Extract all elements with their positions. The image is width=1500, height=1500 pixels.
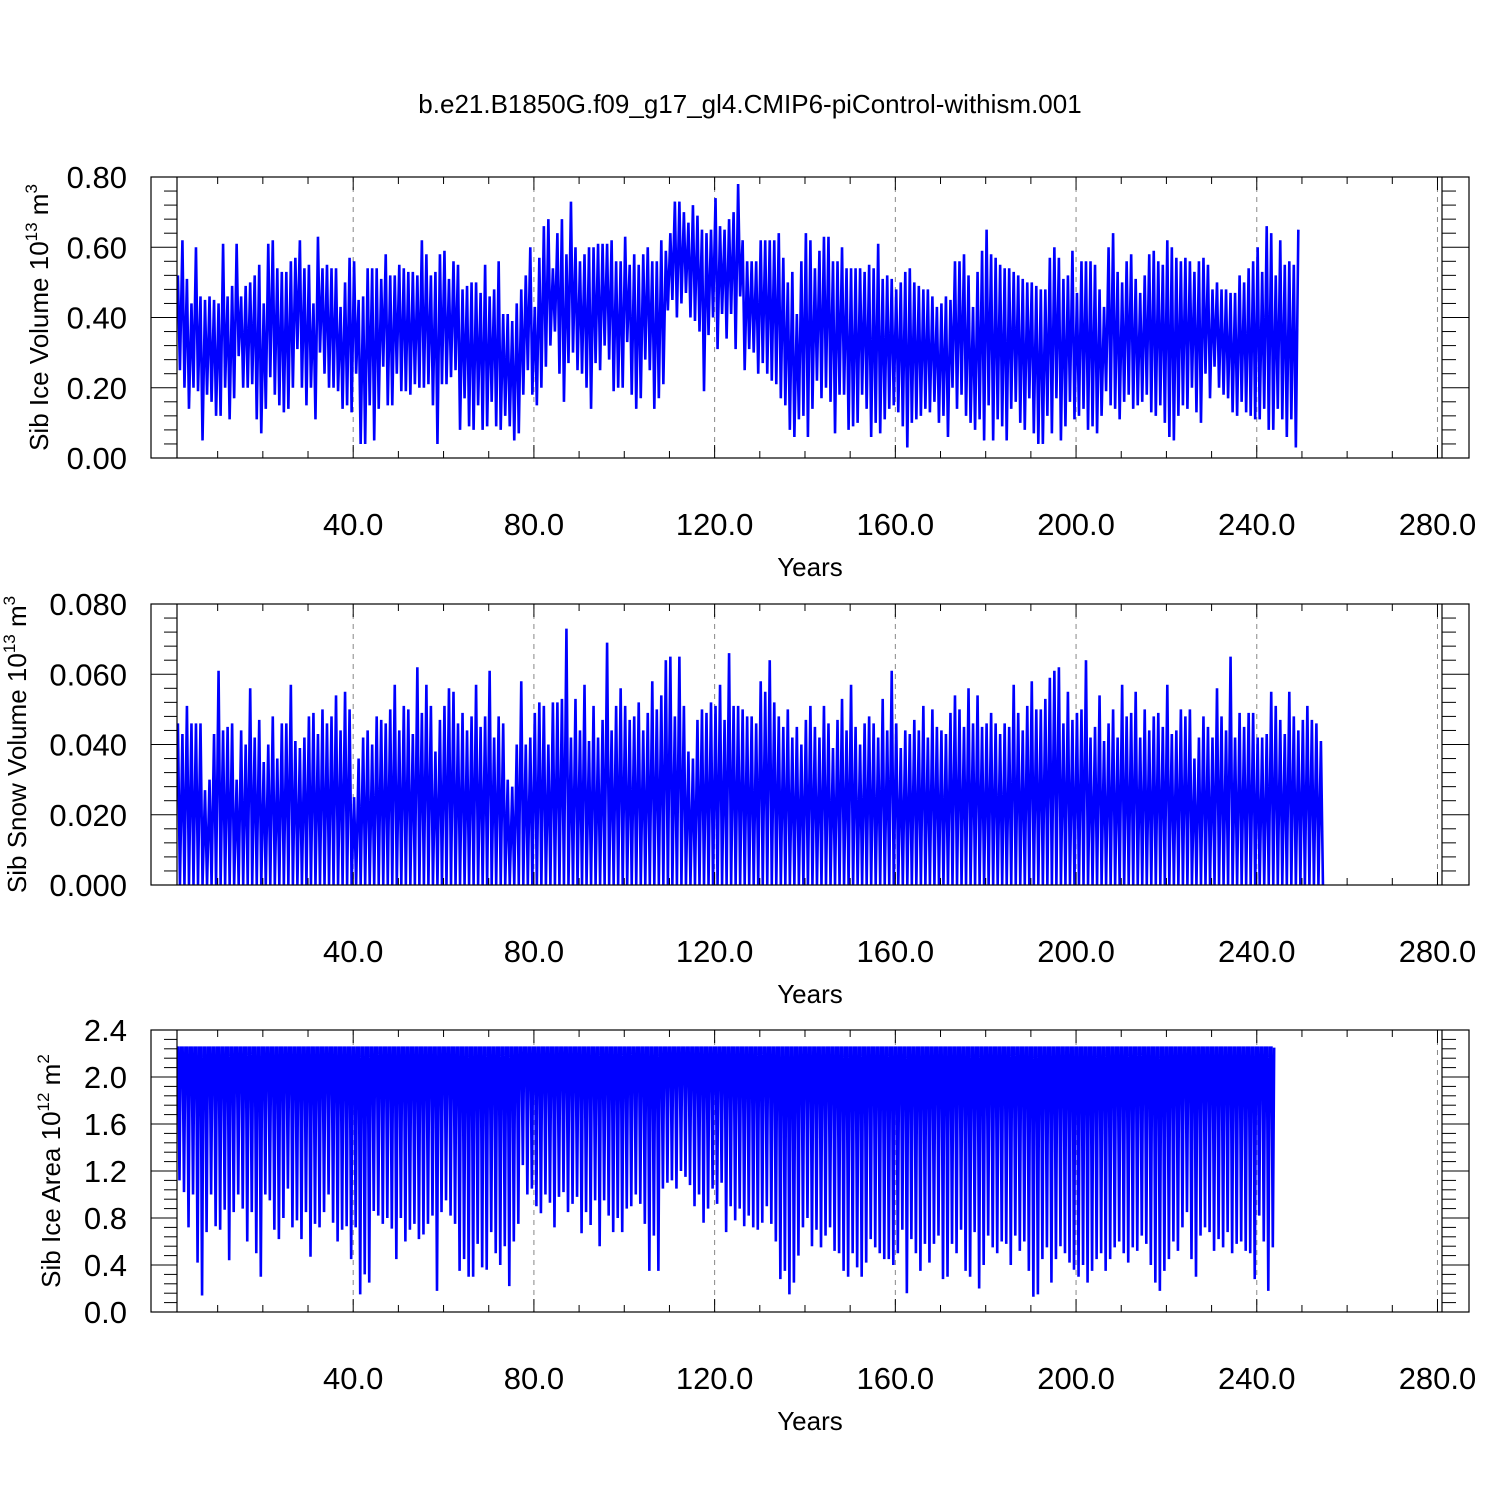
y-tick-label: 0.080 xyxy=(49,587,127,622)
x-tick-label: 120.0 xyxy=(676,934,754,969)
series-line xyxy=(176,628,1325,886)
x-tick-label: 280.0 xyxy=(1399,1361,1477,1396)
x-axis-label: Years xyxy=(777,552,843,582)
y-tick-label: 1.6 xyxy=(84,1107,127,1142)
y-tick-label: 0.00 xyxy=(67,441,127,476)
y-tick-label: 0.4 xyxy=(84,1248,127,1283)
x-tick-label: 160.0 xyxy=(857,934,935,969)
x-tick-label: 40.0 xyxy=(323,1361,383,1396)
y-axis-label-unit: m xyxy=(36,1064,66,1093)
y-tick-label: 2.0 xyxy=(84,1060,127,1095)
y-tick-label: 0.40 xyxy=(67,301,127,336)
y-axis-label-exp: 13 xyxy=(0,634,19,653)
y-axis-label-unit: m xyxy=(2,605,32,634)
x-tick-label: 200.0 xyxy=(1037,934,1115,969)
x-tick-label: 120.0 xyxy=(676,1361,754,1396)
x-tick-label: 200.0 xyxy=(1037,507,1115,542)
y-axis-label: Sib Ice Volume 1013 m3 xyxy=(22,184,54,451)
y-axis-label-exp: 13 xyxy=(22,222,41,241)
x-tick-label: 40.0 xyxy=(323,507,383,542)
y-tick-label: 0.20 xyxy=(67,371,127,406)
x-tick-label: 240.0 xyxy=(1218,1361,1296,1396)
y-tick-label: 0.60 xyxy=(67,230,127,265)
y-axis-label-unit-exp: 3 xyxy=(0,596,19,605)
y-axis-label: Sib Snow Volume 1013 m3 xyxy=(0,596,32,893)
chart-panel-snow-volume: 0.000 0.020 0.040 0.060 0.080 40.0 80.0 120.0 16… xyxy=(0,587,1476,1009)
y-axis-label-unit-exp: 3 xyxy=(22,184,41,193)
y-axis-label-main: Sib Ice Volume 10 xyxy=(24,241,54,451)
x-tick-label: 240.0 xyxy=(1218,507,1296,542)
y-axis-label-unit-exp: 2 xyxy=(34,1054,53,1063)
y-tick-label: 0.80 xyxy=(67,160,127,195)
series-line xyxy=(176,184,1300,448)
y-axis-label-exp: 12 xyxy=(34,1093,53,1112)
y-tick-label: 2.4 xyxy=(84,1013,127,1048)
y-tick-label: 0.040 xyxy=(49,728,127,763)
x-tick-label: 200.0 xyxy=(1037,1361,1115,1396)
x-tick-label: 80.0 xyxy=(504,934,564,969)
figure-title: b.e21.B1850G.f09_g17_gl4.CMIP6-piControl… xyxy=(418,89,1081,119)
x-tick-label: 80.0 xyxy=(504,1361,564,1396)
y-axis-label-main: Sib Ice Area 10 xyxy=(36,1111,66,1287)
y-tick-label: 0.8 xyxy=(84,1201,127,1236)
x-tick-label: 120.0 xyxy=(676,507,754,542)
y-tick-label: 1.2 xyxy=(84,1154,127,1189)
y-tick-label: 0.0 xyxy=(84,1295,127,1330)
x-tick-label: 40.0 xyxy=(323,934,383,969)
series-line xyxy=(176,1046,1276,1297)
chart-panel-ice-volume: 0.00 0.20 0.40 0.60 0.80 40.0 80.0 120.0 160.0 20… xyxy=(22,160,1476,582)
x-tick-label: 280.0 xyxy=(1399,507,1477,542)
y-axis-label: Sib Ice Area 1012 m2 xyxy=(34,1054,66,1288)
x-axis-label: Years xyxy=(777,1406,843,1436)
x-tick-label: 240.0 xyxy=(1218,934,1296,969)
y-axis-label-main: Sib Snow Volume 10 xyxy=(2,653,32,893)
y-tick-label: 0.000 xyxy=(49,868,127,903)
y-tick-label: 0.020 xyxy=(49,798,127,833)
x-tick-label: 160.0 xyxy=(857,1361,935,1396)
x-tick-label: 80.0 xyxy=(504,507,564,542)
y-axis-label-unit: m xyxy=(24,194,54,223)
x-tick-label: 280.0 xyxy=(1399,934,1477,969)
chart-panel-ice-area: 0.0 0.4 0.8 1.2 1.6 2.0 2.4 40.0 80.0 120.0 160.0 2… xyxy=(34,1013,1476,1436)
x-axis-label: Years xyxy=(777,979,843,1009)
y-tick-label: 0.060 xyxy=(49,657,127,692)
x-tick-label: 160.0 xyxy=(857,507,935,542)
